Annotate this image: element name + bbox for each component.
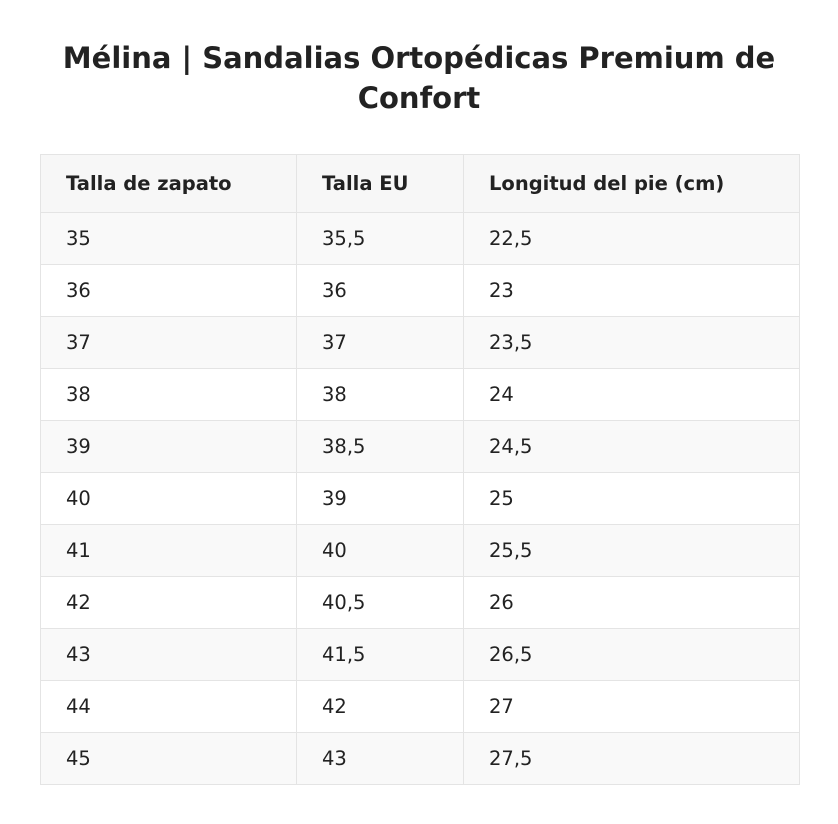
cell-foot-length: 26,5 <box>463 628 800 681</box>
cell-shoe-size: 40 <box>40 472 297 525</box>
table-row: 37 37 23,5 <box>40 316 800 369</box>
cell-shoe-size: 45 <box>40 732 297 785</box>
size-chart-table: Talla de zapato Talla EU Longitud del pi… <box>40 154 800 785</box>
header-shoe-size: Talla de zapato <box>40 154 297 213</box>
table-header-row: Talla de zapato Talla EU Longitud del pi… <box>40 154 800 213</box>
table-row: 45 43 27,5 <box>40 732 800 785</box>
cell-shoe-size: 39 <box>40 420 297 473</box>
table-row: 43 41,5 26,5 <box>40 628 800 681</box>
cell-eu-size: 39 <box>296 472 464 525</box>
cell-eu-size: 40,5 <box>296 576 464 629</box>
cell-eu-size: 42 <box>296 680 464 733</box>
cell-eu-size: 36 <box>296 264 464 317</box>
cell-eu-size: 41,5 <box>296 628 464 681</box>
cell-eu-size: 40 <box>296 524 464 577</box>
cell-eu-size: 37 <box>296 316 464 369</box>
cell-foot-length: 23,5 <box>463 316 800 369</box>
table-row: 41 40 25,5 <box>40 524 800 577</box>
table-row: 44 42 27 <box>40 680 800 733</box>
cell-shoe-size: 36 <box>40 264 297 317</box>
table-row: 39 38,5 24,5 <box>40 420 800 473</box>
cell-shoe-size: 44 <box>40 680 297 733</box>
table-row: 40 39 25 <box>40 472 800 525</box>
page-title: Mélina | Sandalias Ortopédicas Premium d… <box>62 41 776 115</box>
header-eu-size: Talla EU <box>296 154 464 213</box>
cell-eu-size: 38 <box>296 368 464 421</box>
cell-foot-length: 24,5 <box>463 420 800 473</box>
table-row: 38 38 24 <box>40 368 800 421</box>
cell-shoe-size: 35 <box>40 212 297 265</box>
cell-eu-size: 43 <box>296 732 464 785</box>
cell-foot-length: 27 <box>463 680 800 733</box>
cell-foot-length: 26 <box>463 576 800 629</box>
cell-shoe-size: 42 <box>40 576 297 629</box>
cell-shoe-size: 43 <box>40 628 297 681</box>
cell-foot-length: 22,5 <box>463 212 800 265</box>
cell-foot-length: 25,5 <box>463 524 800 577</box>
table-row: 35 35,5 22,5 <box>40 212 800 265</box>
table-row: 42 40,5 26 <box>40 576 800 629</box>
cell-shoe-size: 38 <box>40 368 297 421</box>
cell-shoe-size: 41 <box>40 524 297 577</box>
cell-foot-length: 25 <box>463 472 800 525</box>
cell-shoe-size: 37 <box>40 316 297 369</box>
cell-foot-length: 23 <box>463 264 800 317</box>
cell-foot-length: 24 <box>463 368 800 421</box>
header-foot-length: Longitud del pie (cm) <box>463 154 800 213</box>
cell-foot-length: 27,5 <box>463 732 800 785</box>
cell-eu-size: 38,5 <box>296 420 464 473</box>
table-row: 36 36 23 <box>40 264 800 317</box>
cell-eu-size: 35,5 <box>296 212 464 265</box>
